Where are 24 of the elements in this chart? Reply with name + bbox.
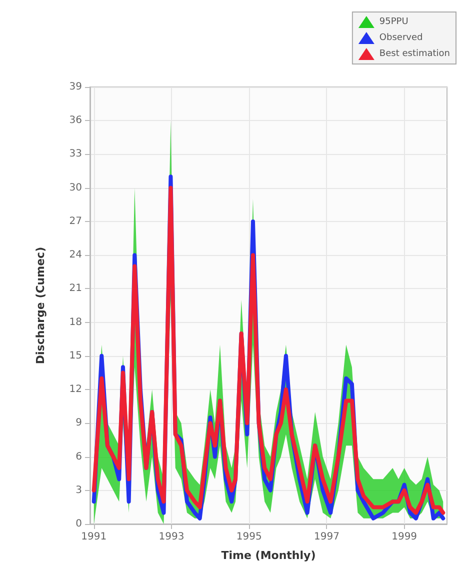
y-tick-label: 12 <box>69 384 82 396</box>
y-tick-label: 30 <box>69 182 82 194</box>
x-tick-label: 1999 <box>392 532 418 542</box>
y-tick-label: 15 <box>69 350 82 362</box>
y-tick-label: 24 <box>69 250 82 261</box>
x-tick-label: 1997 <box>314 532 340 542</box>
legend-label: Observed <box>379 33 423 43</box>
y-tick-label: 36 <box>69 115 82 126</box>
x-tick-label: 1993 <box>158 532 184 542</box>
y-axis-title: Discharge (Cumec) <box>34 246 47 364</box>
y-tick-label: 18 <box>69 316 82 328</box>
x-tick-label: 1991 <box>81 532 107 542</box>
y-tick-label: 6 <box>76 451 82 462</box>
x-axis-title: Time (Monthly) <box>221 549 316 562</box>
y-tick-label: 9 <box>76 418 82 429</box>
legend-label: 95PPU <box>379 17 408 27</box>
y-tick-label: 27 <box>69 216 82 227</box>
y-tick-label: 0 <box>76 518 82 530</box>
y-tick-label: 33 <box>69 148 82 160</box>
y-tick-label: 3 <box>76 484 82 496</box>
x-tick-label: 1995 <box>236 532 262 542</box>
y-tick-label: 21 <box>69 283 82 294</box>
legend-label: Best estimation <box>379 49 450 59</box>
y-tick-label: 39 <box>69 82 82 92</box>
